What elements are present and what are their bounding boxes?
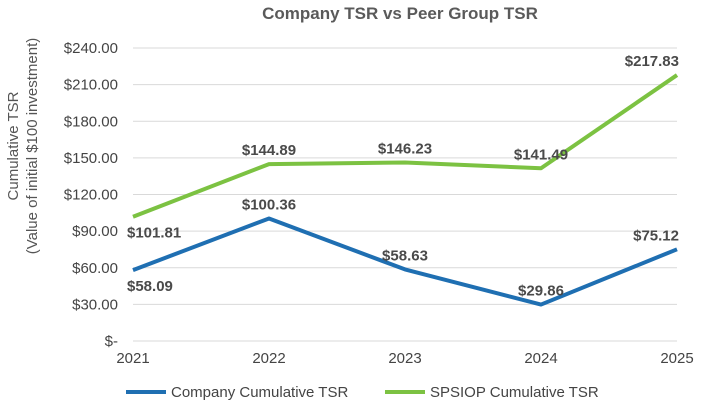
data-label: $100.36 <box>242 196 296 213</box>
series-line-0 <box>132 216 678 307</box>
y-tick-label: $180.00 <box>64 113 118 130</box>
data-label: $217.83 <box>625 53 679 70</box>
y-axis-label-line-2: (Value of initial $100 investment) <box>24 38 41 255</box>
data-label: $58.09 <box>127 278 173 295</box>
data-label: $29.86 <box>518 283 564 300</box>
gridlines <box>133 47 677 342</box>
y-axis-label-line-1: Cumulative TSR <box>5 91 22 200</box>
y-tick-label: $90.00 <box>72 223 118 240</box>
y-tick-labels: $- $30.00 $60.00 $90.00 $120.00 $150.00 $180.0… <box>64 40 118 350</box>
data-label: $146.23 <box>378 140 432 157</box>
y-tick-label: $150.00 <box>64 150 118 167</box>
y-tick-label: $120.00 <box>64 187 118 204</box>
x-tick-label: 2024 <box>524 350 557 367</box>
legend: Company Cumulative TSR SPSIOP Cumulative … <box>126 384 599 401</box>
x-tick-label: 2023 <box>388 350 421 367</box>
data-label: $75.12 <box>633 227 679 244</box>
y-tick-label: $30.00 <box>72 296 118 313</box>
y-tick-label: $60.00 <box>72 260 118 277</box>
x-tick-label: 2022 <box>252 350 285 367</box>
series-lines <box>132 73 679 307</box>
y-axis-label: Cumulative TSR (Value of initial $100 in… <box>5 38 41 255</box>
y-tick-label: $210.00 <box>64 77 118 94</box>
data-label: $101.81 <box>127 225 181 242</box>
x-tick-label: 2021 <box>116 350 149 367</box>
x-tick-label: 2025 <box>660 350 693 367</box>
data-label: $58.63 <box>382 247 428 264</box>
data-label: $144.89 <box>242 142 296 159</box>
x-tick-labels: 2021 2022 2023 2024 2025 <box>116 350 693 367</box>
data-label: $141.49 <box>514 146 568 163</box>
legend-label: Company Cumulative TSR <box>171 384 348 401</box>
y-tick-label: $- <box>105 333 118 350</box>
chart-title: Company TSR vs Peer Group TSR <box>262 4 538 23</box>
legend-label: SPSIOP Cumulative TSR <box>430 384 599 401</box>
series-line-1 <box>132 73 679 219</box>
data-labels: $58.09 $100.36 $58.63 $29.86 $75.12 $101.81 $1… <box>127 53 679 299</box>
y-tick-label: $240.00 <box>64 40 118 57</box>
